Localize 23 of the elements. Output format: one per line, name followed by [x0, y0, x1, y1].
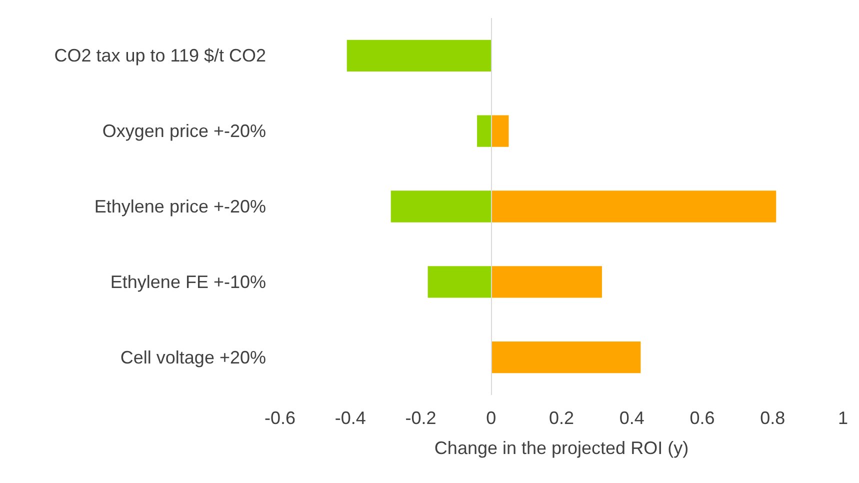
x-axis-title: Change in the projected ROI (y)	[434, 438, 689, 458]
x-tick-label: -0.6	[264, 408, 296, 428]
x-tick-label: 0	[486, 408, 496, 428]
y-tick-label: Ethylene FE +-10%	[110, 272, 266, 292]
bar	[491, 341, 641, 374]
x-tick-label: 0.2	[548, 408, 574, 428]
y-tick-label: CO2 tax up to 119 $/t CO2	[54, 46, 266, 66]
x-tick-label: 0.8	[760, 408, 786, 428]
bar	[477, 115, 492, 147]
x-tick-label: 0.6	[690, 408, 715, 428]
x-tick-label: 1	[838, 408, 848, 428]
y-tick-label: Cell voltage +20%	[120, 347, 266, 368]
x-tick-label: -0.4	[334, 408, 366, 428]
bar	[491, 190, 776, 222]
y-tick-label: Oxygen price +-20%	[102, 121, 266, 142]
bar	[346, 40, 492, 72]
y-tick-label: Ethylene price +-20%	[94, 196, 266, 216]
bar	[491, 115, 509, 147]
bar	[491, 266, 602, 298]
bar	[428, 266, 492, 298]
x-tick-label: 0.4	[619, 408, 644, 428]
x-tick-label: -0.2	[405, 408, 436, 428]
bar	[390, 190, 492, 222]
